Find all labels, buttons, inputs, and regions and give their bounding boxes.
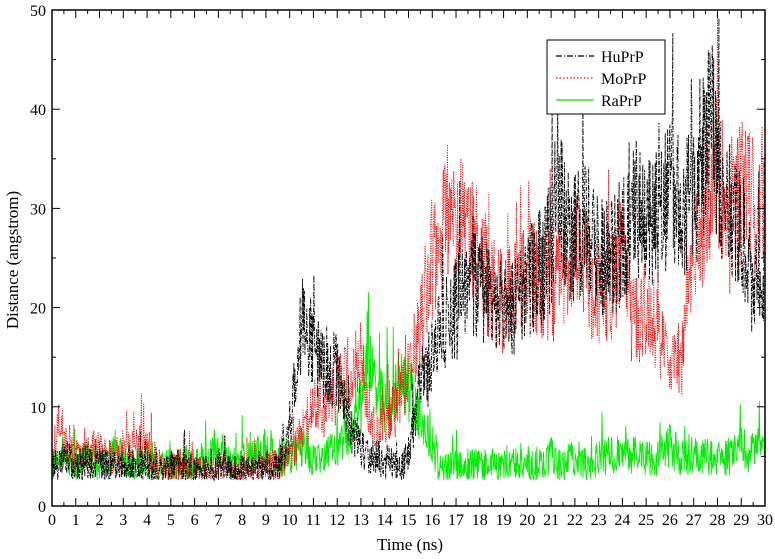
x-axis: 0 1 2 3 4 5 6 7 8 9 10 11 12 13 14 15 16 17 18 19 20 21 22 23 24… [48, 10, 773, 529]
x-tick-label: 3 [119, 512, 127, 529]
x-tick-label: 27 [686, 512, 702, 529]
x-tick-label: 21 [543, 512, 559, 529]
x-tick-label: 22 [567, 512, 583, 529]
x-tick-label: 11 [306, 512, 321, 529]
y-tick-label: 0 [38, 499, 46, 516]
y-axis-label: Distance (angstrom) [3, 191, 22, 329]
x-tick-label: 17 [448, 512, 464, 529]
y-tick-label: 40 [30, 102, 46, 119]
x-tick-label: 5 [167, 512, 175, 529]
y-tick-label: 10 [30, 400, 46, 417]
series-line-huprp [51, 18, 766, 482]
y-tick-label: 30 [30, 201, 46, 218]
x-tick-label: 19 [496, 512, 512, 529]
y-tick-label: 20 [30, 301, 46, 318]
x-tick-label: 8 [238, 512, 246, 529]
x-tick-label: 6 [191, 512, 199, 529]
x-tick-label: 10 [282, 512, 298, 529]
x-tick-label: 14 [377, 512, 393, 529]
legend-entry-raprp: RaPrP [556, 93, 642, 110]
x-tick-label: 15 [401, 512, 417, 529]
series-layer [51, 14, 766, 482]
x-tick-label: 29 [733, 512, 749, 529]
x-tick-label: 23 [591, 512, 607, 529]
x-tick-label: 7 [214, 512, 222, 529]
x-tick-label: 25 [638, 512, 654, 529]
legend-entry-huprp: HuPrP [556, 49, 644, 66]
y-axis: 0 10 20 30 40 50 [30, 3, 765, 516]
x-tick-label: 28 [709, 512, 725, 529]
y-tick-label: 50 [30, 3, 46, 20]
legend-label-moprp: MoPrP [601, 71, 646, 88]
x-tick-label: 9 [262, 512, 270, 529]
x-tick-label: 30 [757, 512, 773, 529]
legend-label-huprp: HuPrP [601, 49, 644, 66]
legend-entry-moprp: MoPrP [556, 71, 646, 88]
x-tick-label: 2 [96, 512, 104, 529]
x-tick-label: 13 [353, 512, 369, 529]
legend-label-raprp: RaPrP [601, 93, 642, 110]
x-tick-label: 20 [519, 512, 535, 529]
x-tick-label: 18 [472, 512, 488, 529]
x-tick-label: 12 [329, 512, 345, 529]
legend: HuPrP MoPrP RaPrP [546, 39, 666, 115]
x-tick-label: 4 [143, 512, 151, 529]
x-tick-label: 26 [662, 512, 678, 529]
x-tick-label: 0 [48, 512, 56, 529]
x-tick-label: 1 [72, 512, 80, 529]
x-tick-label: 24 [614, 512, 630, 529]
x-tick-label: 16 [424, 512, 440, 529]
x-axis-label: Time (ns) [377, 535, 443, 554]
legend-box [546, 39, 666, 115]
